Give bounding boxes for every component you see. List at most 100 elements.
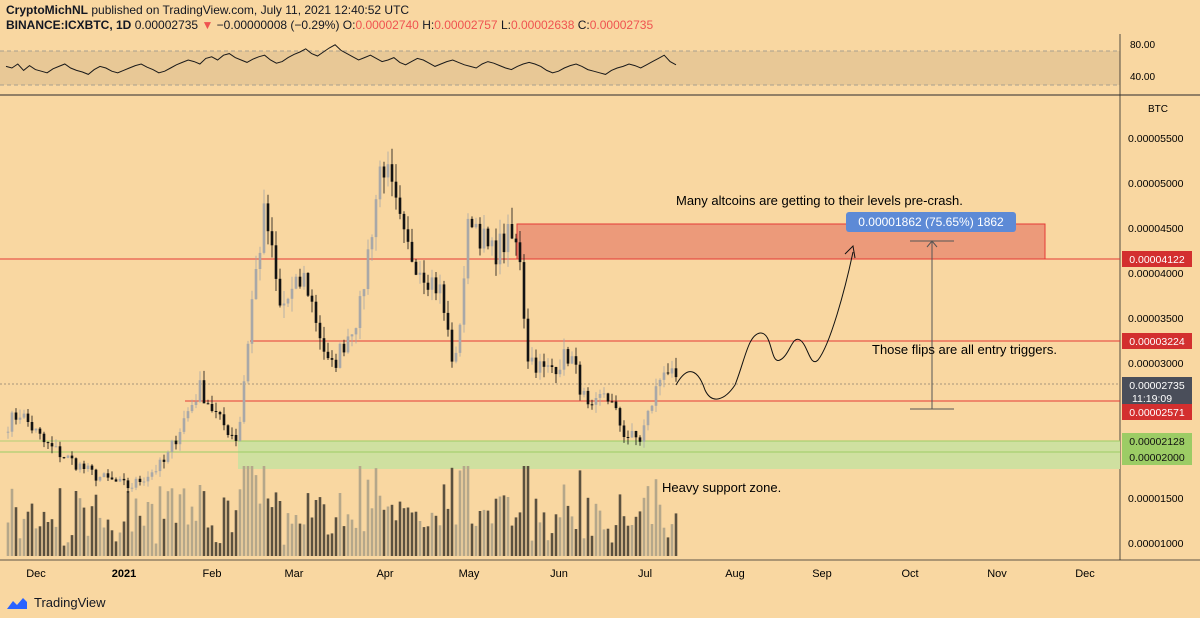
low-value: 0.00002638: [510, 18, 575, 32]
volume-bar: [418, 521, 422, 556]
candle-body: [654, 386, 658, 406]
candle-body: [626, 437, 630, 438]
volume-bar: [494, 498, 498, 556]
down-arrow-icon: ▼: [201, 18, 214, 32]
candle-body: [466, 218, 470, 279]
candle-body: [394, 181, 398, 198]
candle-body: [558, 369, 562, 375]
footer: TradingView: [0, 589, 1200, 618]
candle-body: [210, 404, 214, 411]
candle-body: [542, 361, 546, 367]
candle-body: [498, 233, 502, 265]
candle-body: [70, 455, 74, 459]
candle-body: [530, 357, 534, 362]
volume-bar: [218, 543, 222, 556]
candle-body: [386, 164, 390, 178]
candle-body: [418, 272, 422, 275]
volume-bar: [6, 522, 10, 556]
volume-bar: [446, 508, 450, 556]
price-tag-4122: [1122, 251, 1192, 267]
close-value: 0.00002735: [589, 18, 654, 32]
tradingview-brand[interactable]: TradingView: [6, 595, 106, 610]
volume-bar: [610, 542, 614, 556]
candle-body: [158, 459, 162, 472]
author-name[interactable]: CryptoMichNL: [6, 3, 88, 17]
candle-body: [614, 401, 618, 409]
volume-bar: [650, 524, 654, 556]
candle-body: [74, 458, 78, 470]
candle-body: [118, 478, 122, 482]
volume-bar: [74, 491, 78, 556]
candle-body: [82, 463, 86, 469]
volume-bar: [590, 535, 594, 556]
candle-body: [298, 276, 302, 287]
volume-bar: [82, 507, 86, 556]
volume-bar: [674, 513, 678, 556]
volume-bar: [414, 511, 418, 556]
candle-body: [166, 452, 170, 462]
volume-bar: [266, 498, 270, 556]
candle-body: [278, 278, 282, 306]
volume-bar: [642, 497, 646, 556]
volume-bar: [166, 491, 170, 556]
volume-bar: [270, 507, 274, 556]
candle-body: [586, 390, 590, 405]
candle-body: [426, 282, 430, 290]
volume-bar: [190, 506, 194, 556]
volume-bar: [430, 512, 434, 556]
candle-body: [150, 472, 154, 477]
candle-body: [50, 443, 54, 447]
candle-body: [478, 223, 482, 249]
price-tag-2571: [1122, 404, 1192, 420]
candle-body: [506, 224, 510, 253]
volume-bar: [542, 512, 546, 556]
volume-bar: [622, 516, 626, 556]
last-price-tag: [1122, 377, 1192, 407]
candle-body: [430, 277, 434, 290]
volume-bar: [306, 493, 310, 556]
volume-bar: [474, 525, 478, 556]
candle-body: [78, 463, 82, 470]
candle-body: [462, 278, 466, 325]
candle-body: [154, 471, 158, 473]
candle-body: [34, 428, 38, 431]
candle-body: [642, 425, 646, 442]
volume-bar: [238, 489, 242, 556]
candle-body: [666, 372, 670, 374]
publish-line: CryptoMichNL published on TradingView.co…: [6, 3, 409, 17]
candle-body: [526, 318, 530, 362]
candle-body: [446, 312, 450, 330]
candle-body: [378, 166, 382, 200]
volume-bar: [118, 532, 122, 556]
volume-bar: [334, 517, 338, 556]
volume-bar: [578, 470, 582, 556]
volume-histogram: [6, 466, 678, 556]
price-tag-4122-text: 0.00004122: [1129, 254, 1185, 266]
candle-body: [218, 412, 222, 415]
volume-bar: [634, 516, 638, 556]
volume-bar: [278, 501, 282, 556]
rsi-band: [0, 51, 1120, 85]
support-zone: [238, 441, 1120, 469]
candle-body: [306, 272, 310, 296]
candle-body: [202, 380, 206, 404]
volume-bar: [142, 525, 146, 556]
volume-bar: [234, 510, 238, 556]
volume-bar: [646, 486, 650, 556]
volume-bar: [274, 492, 278, 556]
candle-body: [578, 364, 582, 395]
candle-body: [130, 487, 134, 489]
candle-body: [406, 229, 410, 242]
candle-body: [502, 233, 506, 253]
volume-bar: [46, 522, 50, 556]
candle-body: [342, 343, 346, 353]
volume-bar: [94, 494, 98, 556]
volume-bar: [30, 503, 34, 556]
volume-bar: [62, 545, 66, 556]
volume-bar: [258, 503, 262, 556]
candle-body: [354, 328, 358, 335]
price-tag-2128-text: 0.00002128: [1129, 436, 1185, 448]
volume-bar: [290, 523, 294, 556]
volume-bar: [114, 541, 118, 556]
